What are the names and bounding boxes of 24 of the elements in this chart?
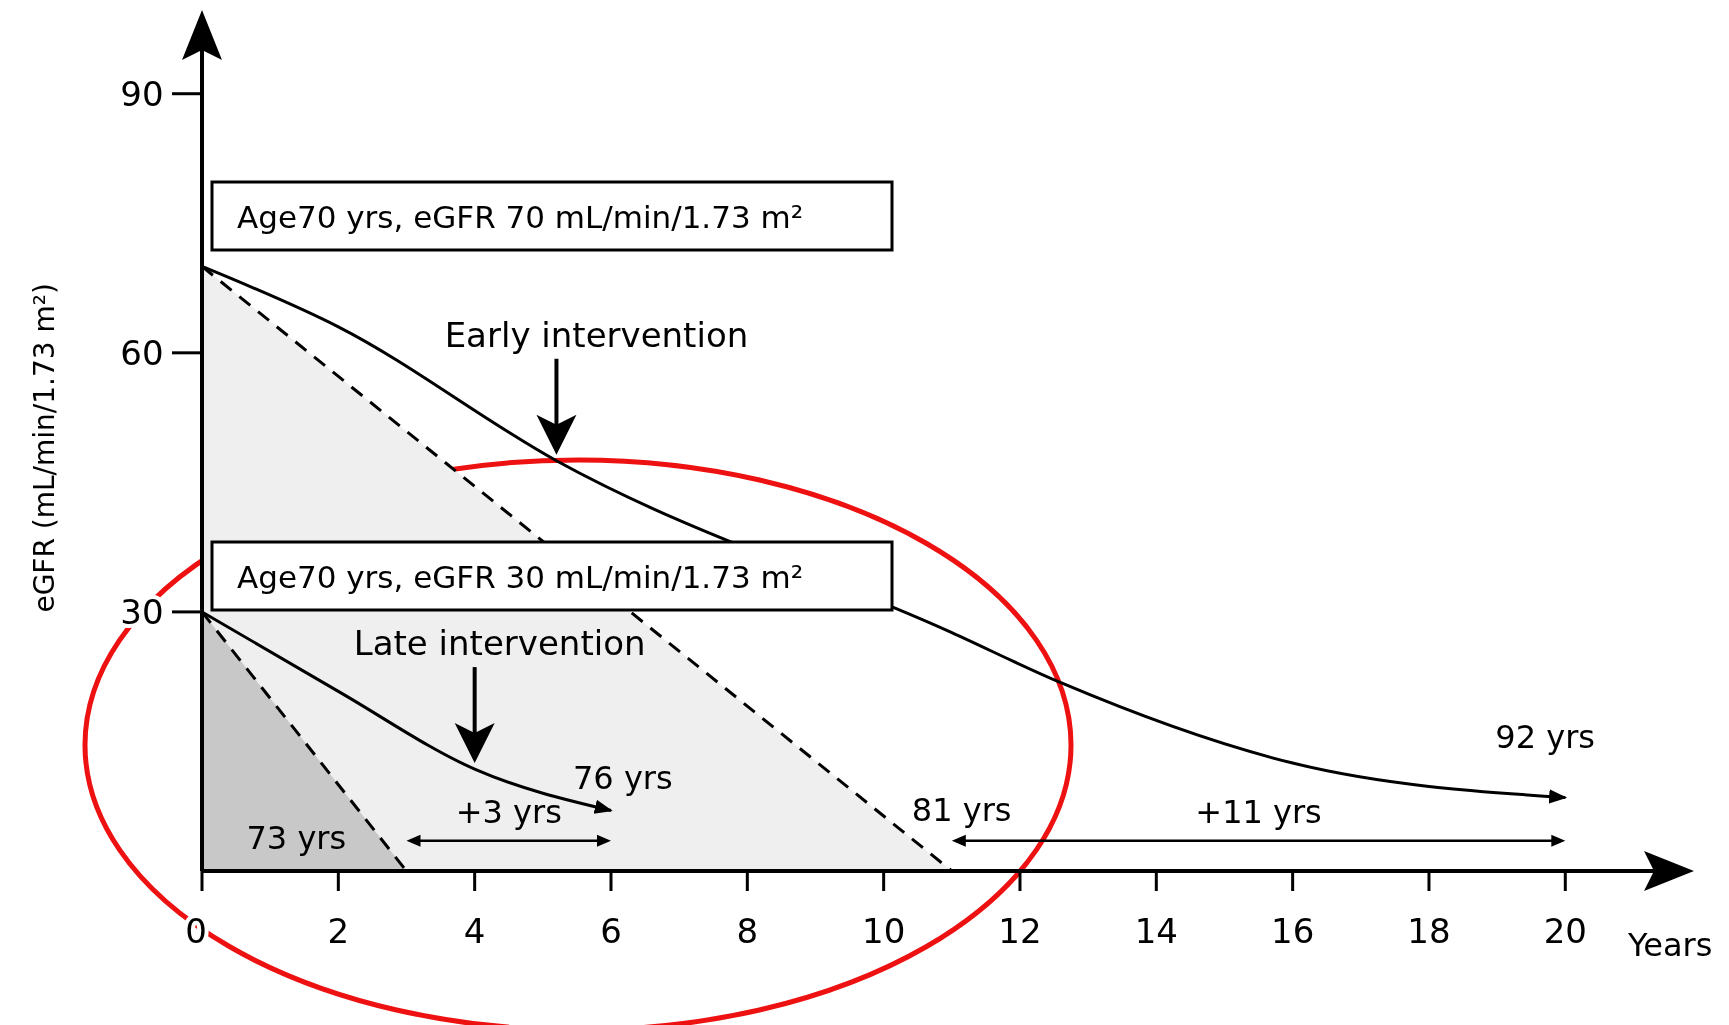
annotation: +11 yrs (1195, 792, 1322, 831)
annotation: Late intervention (353, 623, 646, 664)
x-tick-label: 6 (600, 911, 622, 951)
annotation: Age70 yrs, eGFR 30 mL/min/1.73 m² (237, 559, 804, 595)
x-tick-label: 8 (736, 911, 759, 951)
annotation: Early intervention (444, 314, 749, 355)
x-tick-label: 2 (327, 911, 350, 951)
annotation: 73 yrs (246, 819, 347, 857)
annotation: 92 yrs (1495, 717, 1595, 756)
x-tick-label: 10 (862, 911, 906, 951)
y-axis-title: eGFR (mL/min/1.73 m²) (28, 283, 61, 613)
x-tick-label: 4 (463, 911, 486, 951)
x-tick-label: 18 (1407, 911, 1451, 951)
annotation: 76 yrs (572, 758, 673, 797)
annotation: Age70 yrs, eGFR 70 mL/min/1.73 m² (237, 199, 804, 235)
x-tick-label: 16 (1271, 911, 1315, 951)
x-tick-label: 14 (1134, 911, 1178, 951)
annotation: 81 yrs (911, 791, 1012, 829)
y-tick-label: 90 (120, 73, 164, 114)
y-tick-label: 60 (120, 332, 164, 373)
x-tick-label: 20 (1543, 911, 1587, 951)
x-axis-title: Years (1627, 926, 1713, 964)
x-tick-label: 12 (998, 911, 1042, 951)
annotation: +3 yrs (455, 792, 562, 831)
